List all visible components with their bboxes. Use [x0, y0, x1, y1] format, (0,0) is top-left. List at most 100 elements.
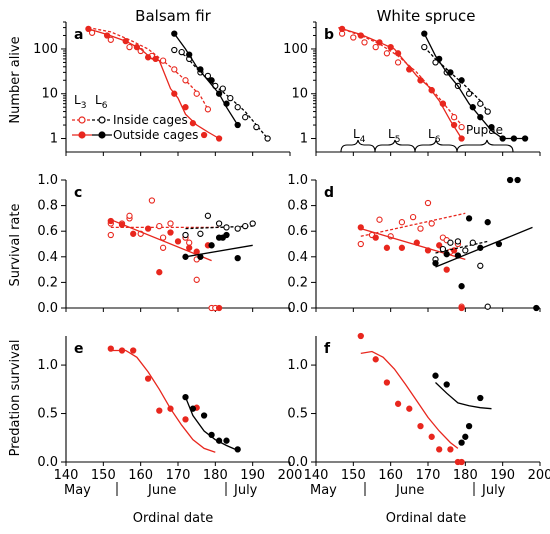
data-point [439, 100, 447, 107]
y-tick-label: 1 [300, 132, 308, 147]
data-point [436, 55, 443, 63]
data-point [514, 176, 521, 184]
month-axis: May June July May June July [64, 482, 506, 498]
x-tick-label: 150 [341, 468, 366, 483]
data-point [424, 247, 432, 254]
data-point [465, 215, 473, 222]
data-point [477, 262, 484, 269]
data-point [186, 239, 193, 246]
data-point [357, 224, 364, 231]
y-tick-label: 10 [291, 87, 308, 102]
column-title-balsam-fir: Balsam fir [135, 7, 211, 25]
data-point [159, 57, 167, 64]
y-tick-label: 1.0 [37, 173, 58, 188]
data-point [387, 43, 394, 51]
data-point [417, 77, 424, 84]
data-point [234, 446, 241, 453]
x-tick-label: 140 [304, 468, 329, 483]
y-tick-label: 1 [50, 132, 58, 147]
data-point [383, 50, 391, 57]
x-tick-label: 140 [54, 468, 79, 483]
data-point [204, 106, 212, 113]
stage-label-l5: L5 [388, 127, 400, 145]
xlabel-right: Ordinal date [386, 511, 466, 526]
ylabel-predation-survival: Predation survival [8, 340, 23, 457]
data-point [107, 217, 114, 225]
data-point [249, 220, 256, 227]
data-point [443, 381, 450, 388]
data-point [171, 30, 178, 37]
data-point [193, 90, 200, 97]
series-line-2 [185, 225, 253, 230]
data-point [454, 238, 462, 245]
y-tick-label: 1.0 [287, 358, 308, 373]
data-point [406, 66, 413, 73]
data-point [242, 114, 249, 121]
data-point [357, 332, 364, 340]
data-point [432, 372, 439, 379]
data-point [428, 87, 435, 94]
data-point [458, 458, 465, 466]
x-tick-label: 180 [453, 468, 478, 483]
panel-c: 0.0 0.2 0.4 0.6 0.8 1.0 c [37, 173, 291, 316]
y-tick-label: 0.8 [287, 199, 308, 214]
data-point [178, 48, 185, 56]
data-point [465, 90, 473, 97]
data-point [421, 43, 428, 51]
data-point [450, 114, 458, 121]
data-point [413, 239, 420, 246]
data-point [118, 221, 126, 228]
data-point [193, 276, 200, 283]
y-tick-label: 0.4 [37, 250, 58, 265]
data-point [159, 244, 167, 251]
data-point [126, 43, 133, 51]
data-point [182, 416, 189, 423]
data-point [227, 94, 234, 102]
data-point [521, 135, 529, 142]
bracket-l4 [340, 139, 376, 153]
data-point [200, 412, 208, 419]
bracket-l5 [374, 139, 416, 153]
series-line-1 [88, 28, 220, 140]
data-point [186, 244, 193, 251]
data-point [417, 225, 424, 232]
data-point [107, 36, 114, 43]
y-tick-label: 0.0 [37, 455, 58, 470]
data-point [215, 90, 223, 97]
data-point [215, 135, 223, 142]
y-tick-label: 1.0 [37, 358, 58, 373]
data-point [421, 30, 428, 37]
data-point [122, 37, 129, 45]
data-point [156, 222, 163, 230]
data-point [156, 269, 163, 276]
data-point [477, 244, 484, 251]
data-point [372, 234, 379, 241]
data-point [361, 39, 368, 46]
xlabel-left: Ordinal date [133, 511, 213, 526]
legend-inside-red-marker [78, 116, 86, 124]
data-point [477, 114, 484, 121]
data-point [193, 248, 200, 255]
data-point [234, 225, 241, 232]
data-point [223, 100, 230, 107]
month-may-left: May [64, 483, 91, 498]
ylabel-survival-rate: Survival rate [8, 204, 23, 287]
data-point [432, 59, 439, 66]
data-point [428, 433, 435, 440]
data-point [182, 253, 189, 260]
month-july-left: July [233, 483, 258, 498]
series-line-2 [423, 46, 489, 112]
instar-l6-label: L6 [95, 93, 108, 111]
panel-e: 140 150 160 170 180 190 200 0.0 0.5 1.0 e [37, 336, 302, 483]
series-line-0 [88, 26, 209, 110]
legend-inside-black-marker [98, 116, 106, 124]
data-point [189, 120, 197, 127]
data-point [372, 356, 379, 363]
data-point [171, 66, 178, 73]
x-tick-label: 170 [166, 468, 191, 483]
x-tick-label: 190 [490, 468, 515, 483]
data-point [144, 54, 152, 61]
data-point [130, 347, 137, 354]
data-point [264, 135, 271, 142]
axes-frame [315, 180, 540, 309]
